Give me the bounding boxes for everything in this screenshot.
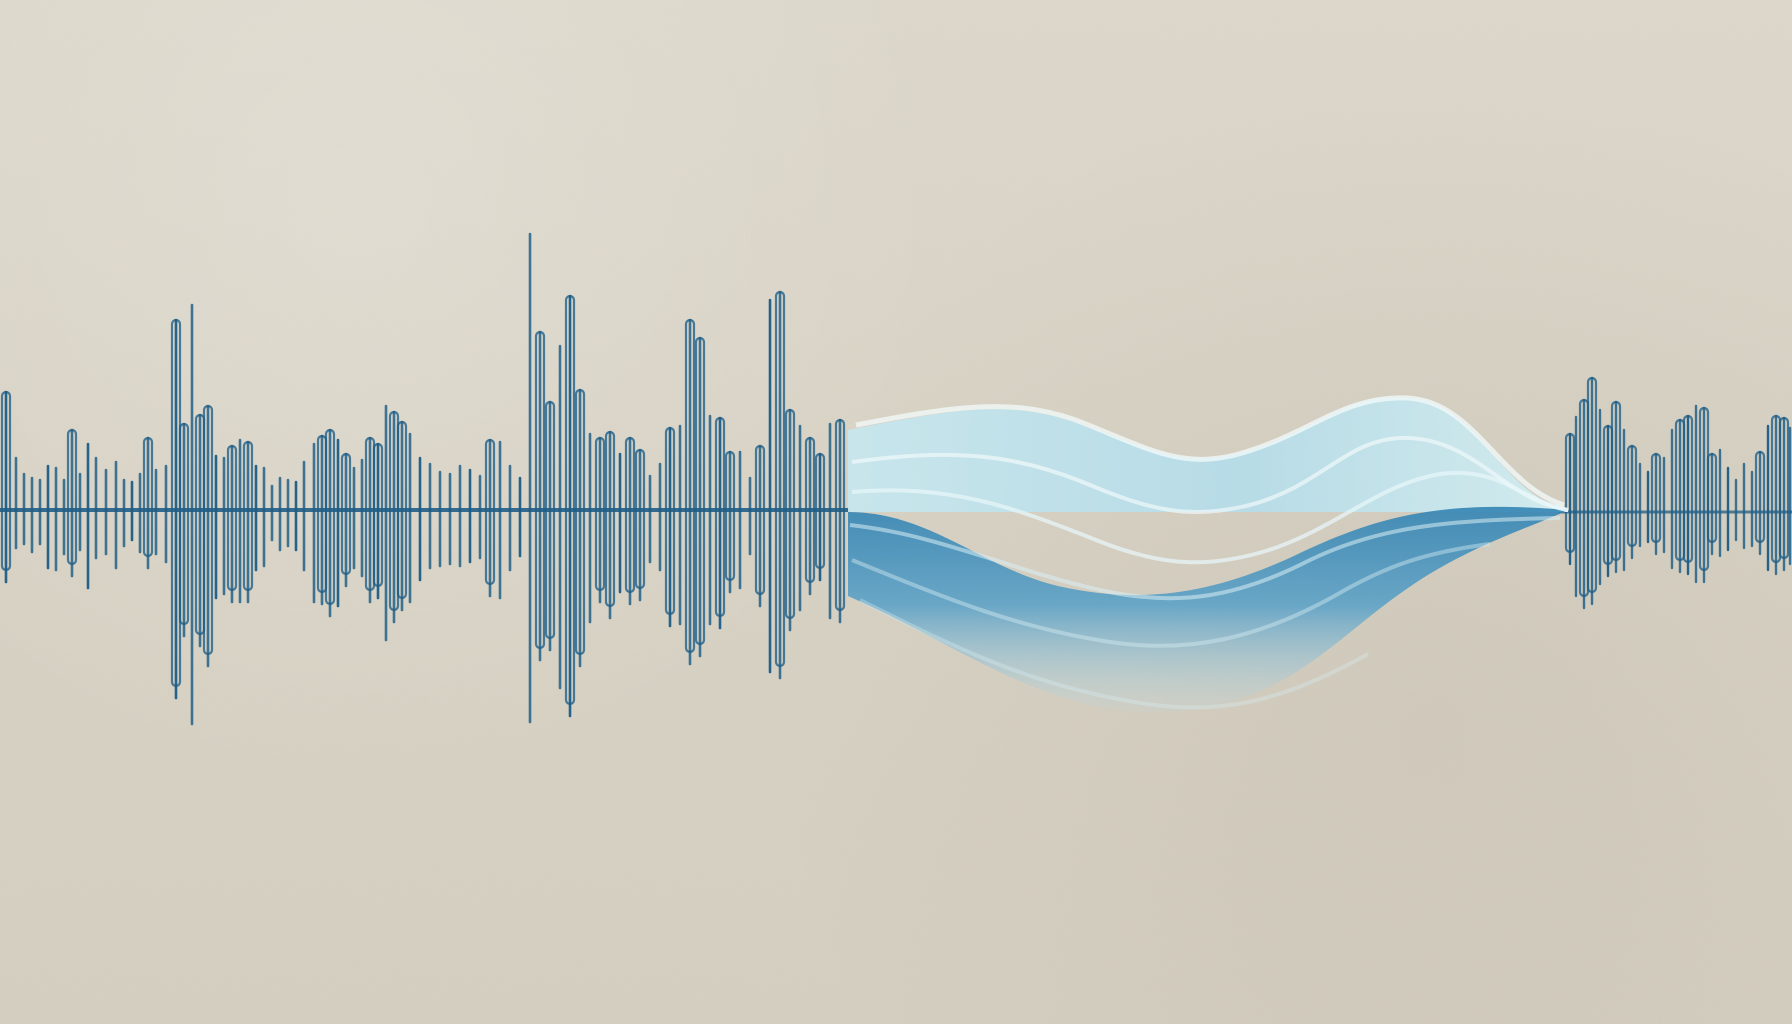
left-loop-stroke (834, 418, 846, 612)
left-loop-stroke (142, 436, 154, 558)
left-loop-stroke (534, 330, 546, 650)
left-loop-stroke (544, 400, 556, 640)
left-loop-stroke (714, 416, 726, 618)
left-waveform-bars (0, 232, 846, 726)
right-waveform-bars (1564, 376, 1792, 610)
left-loop-stroke (594, 436, 606, 592)
wave-highlight-1 (855, 395, 1565, 508)
left-loop-stroke (694, 336, 706, 646)
wave-highlight-2 (851, 435, 1569, 515)
left-loop-stroke (574, 388, 586, 656)
right-loop-stroke (1586, 376, 1598, 594)
smooth-wave-section (848, 395, 1569, 713)
wave-highlight-4 (849, 516, 1561, 601)
left-loop-stroke (664, 426, 676, 616)
right-loop-stroke (1650, 452, 1662, 544)
left-loop-stroke (202, 404, 214, 656)
lower-wave-body (848, 506, 1568, 713)
left-loop-stroke (804, 436, 816, 584)
right-loop-stroke (1778, 416, 1790, 560)
left-loop-stroke (324, 428, 336, 606)
left-loop-stroke (226, 444, 238, 592)
left-loop-stroke (340, 452, 352, 576)
left-loop-stroke (0, 390, 12, 572)
wave-highlight-6 (859, 598, 1369, 710)
upper-wave-body (848, 397, 1568, 512)
wave-highlight-3 (851, 470, 1569, 565)
left-loop-stroke (178, 422, 190, 626)
left-loop-stroke (396, 420, 408, 600)
wave-highlight-5 (851, 542, 1491, 648)
left-loop-stroke (634, 448, 646, 590)
left-loop-stroke (754, 444, 766, 596)
left-loop-stroke (66, 428, 78, 566)
left-loop-stroke (484, 438, 496, 586)
right-loop-stroke (1610, 400, 1622, 562)
left-loop-stroke (372, 442, 384, 588)
right-loop-stroke (1564, 432, 1576, 554)
left-loop-stroke (604, 430, 616, 608)
right-loop-stroke (1706, 452, 1718, 544)
left-loop-stroke (814, 452, 826, 570)
left-loop-stroke (684, 318, 696, 654)
left-loop-stroke (784, 408, 796, 620)
right-loop-stroke (1626, 444, 1638, 548)
left-loop-stroke (564, 294, 576, 706)
left-loop-stroke (724, 450, 736, 582)
right-loop-stroke (1754, 450, 1766, 544)
left-loop-stroke (624, 436, 636, 594)
left-loop-stroke (774, 290, 786, 668)
right-loop-stroke (1682, 414, 1694, 564)
left-loop-stroke (242, 440, 254, 592)
